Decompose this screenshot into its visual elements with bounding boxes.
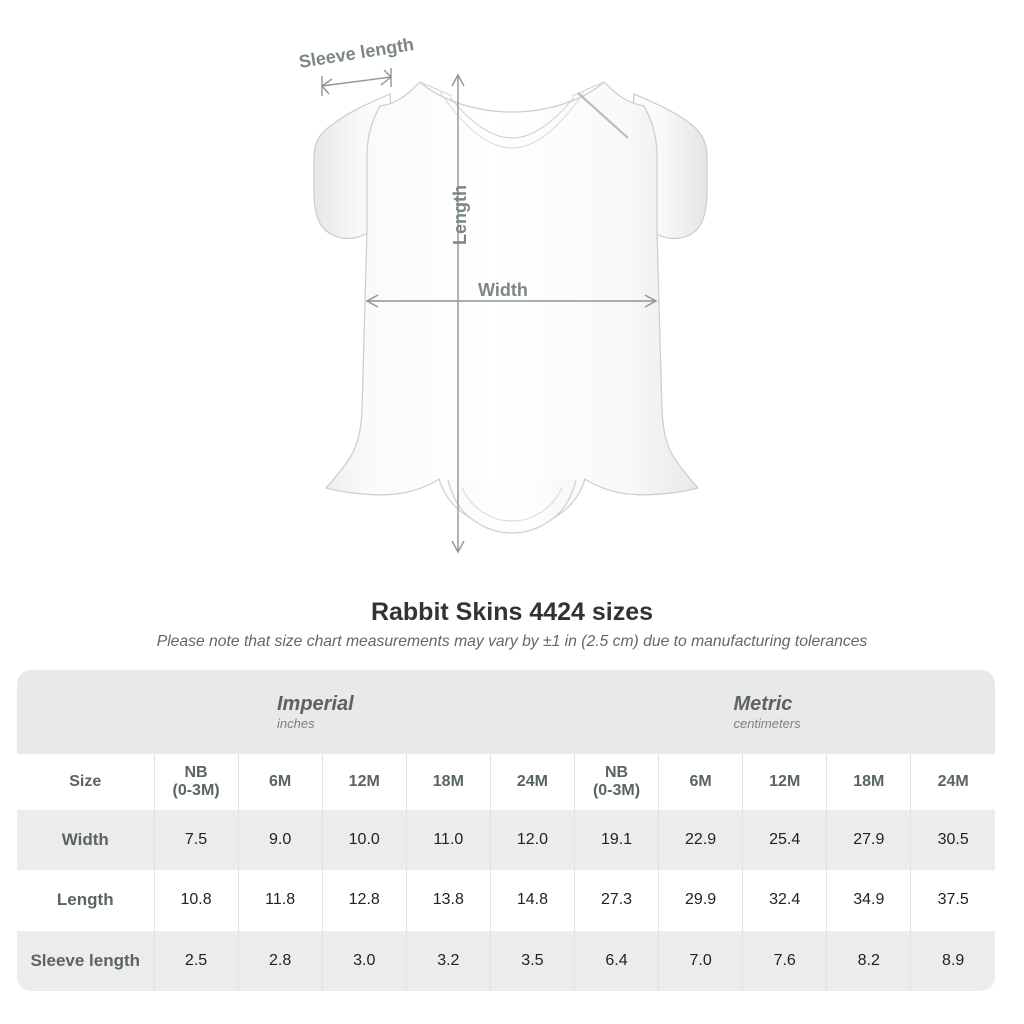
svg-text:Width: Width — [478, 280, 528, 300]
svg-text:Sleeve length: Sleeve length — [297, 34, 415, 72]
svg-text:Length: Length — [450, 185, 470, 245]
